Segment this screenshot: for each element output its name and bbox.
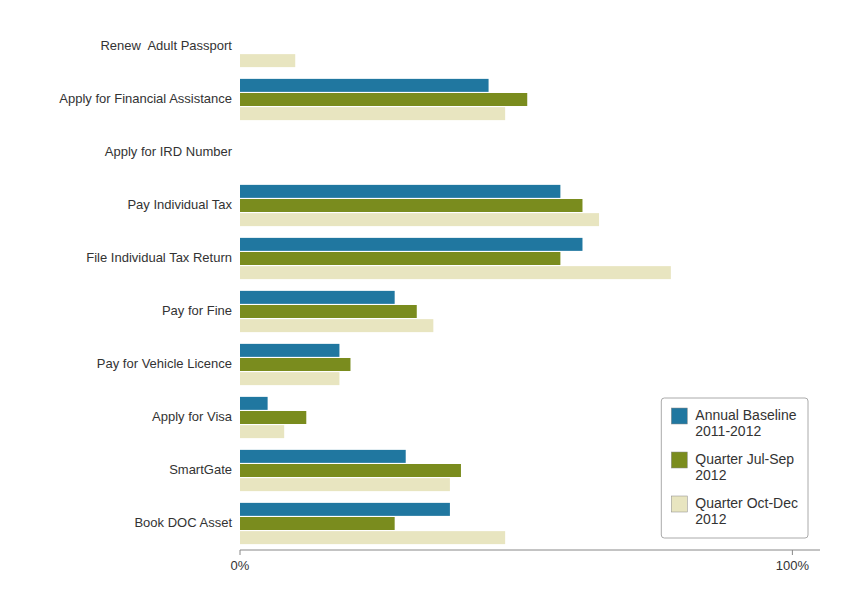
legend-label: Annual Baseline2011-2012 bbox=[695, 407, 796, 439]
bar bbox=[240, 372, 339, 385]
bar bbox=[240, 291, 395, 304]
bar bbox=[240, 411, 306, 424]
x-tick bbox=[792, 550, 793, 555]
x-axis-line bbox=[240, 550, 820, 551]
category-label: Apply for Financial Assistance bbox=[59, 91, 232, 106]
bar bbox=[240, 517, 395, 530]
bar bbox=[240, 464, 461, 477]
bars bbox=[240, 54, 671, 544]
bar bbox=[240, 93, 527, 106]
background bbox=[0, 0, 850, 590]
chart: Renew Adult Passport Apply for Financial … bbox=[0, 0, 850, 590]
bar bbox=[240, 79, 489, 92]
x-tick-label: 0% bbox=[231, 558, 250, 573]
legend-swatch bbox=[671, 408, 687, 424]
category-label: Apply for Visa bbox=[152, 409, 233, 424]
category-label: Renew Adult Passport bbox=[100, 38, 232, 53]
x-tick-label: 100% bbox=[776, 558, 810, 573]
bar bbox=[240, 185, 560, 198]
bar bbox=[240, 160, 241, 173]
category-label: Pay for Vehicle Licence bbox=[97, 356, 232, 371]
category-label: Book DOC Asset bbox=[134, 515, 232, 530]
bar bbox=[240, 450, 406, 463]
legend: Annual Baseline2011-2012 Quarter Jul-Sep2… bbox=[661, 398, 808, 538]
x-tick bbox=[240, 550, 241, 555]
bar bbox=[240, 40, 241, 53]
bar bbox=[240, 358, 350, 371]
bar bbox=[240, 503, 450, 516]
category-label: Pay Individual Tax bbox=[127, 197, 232, 212]
bar bbox=[240, 199, 582, 212]
bar bbox=[240, 266, 671, 279]
bar bbox=[240, 531, 505, 544]
bar bbox=[240, 397, 268, 410]
bar bbox=[240, 146, 241, 159]
category-label: SmartGate bbox=[169, 462, 232, 477]
bar bbox=[240, 305, 417, 318]
bar bbox=[240, 319, 433, 332]
bar bbox=[240, 425, 284, 438]
bar bbox=[240, 54, 295, 67]
bar bbox=[240, 132, 241, 145]
category-label: Pay for Fine bbox=[162, 303, 232, 318]
bar bbox=[240, 213, 599, 226]
legend-swatch bbox=[671, 452, 687, 468]
legend-swatch bbox=[671, 496, 687, 512]
category-label: Apply for IRD Number bbox=[105, 144, 233, 159]
bar bbox=[240, 478, 450, 491]
bar bbox=[240, 344, 339, 357]
category-label: File Individual Tax Return bbox=[86, 250, 232, 265]
bar bbox=[240, 252, 560, 265]
bar bbox=[240, 238, 582, 251]
legend-label: Quarter Oct-Dec2012 bbox=[695, 495, 798, 527]
legend-box bbox=[661, 398, 808, 538]
legend-label: Quarter Jul-Sep2012 bbox=[695, 451, 794, 483]
bar bbox=[240, 26, 241, 39]
bar bbox=[240, 107, 505, 120]
